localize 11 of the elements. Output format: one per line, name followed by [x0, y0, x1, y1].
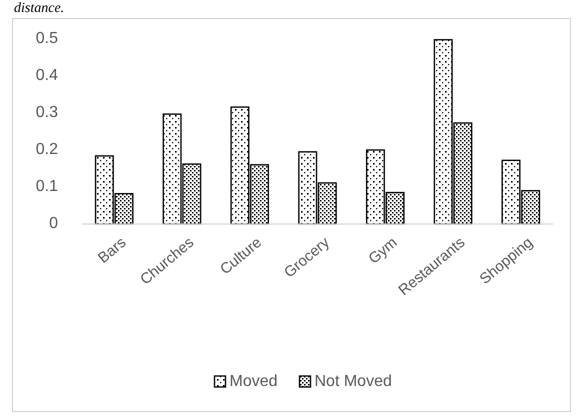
legend-label: Not Moved	[314, 373, 392, 390]
legend-label: Moved	[230, 373, 278, 390]
x-tick-label: Bars	[94, 234, 130, 267]
y-tick-label: 0	[49, 215, 58, 232]
y-tick-label: 0.2	[36, 141, 58, 158]
text: distance.	[14, 1, 64, 16]
y-tick-label: 0.3	[36, 104, 58, 122]
y-tick-label: 0.1	[36, 178, 58, 196]
y-tick-label: 0.5	[36, 30, 58, 48]
y-tick-label: 0.4	[36, 67, 58, 84]
x-tick-label: Gym	[365, 234, 401, 268]
